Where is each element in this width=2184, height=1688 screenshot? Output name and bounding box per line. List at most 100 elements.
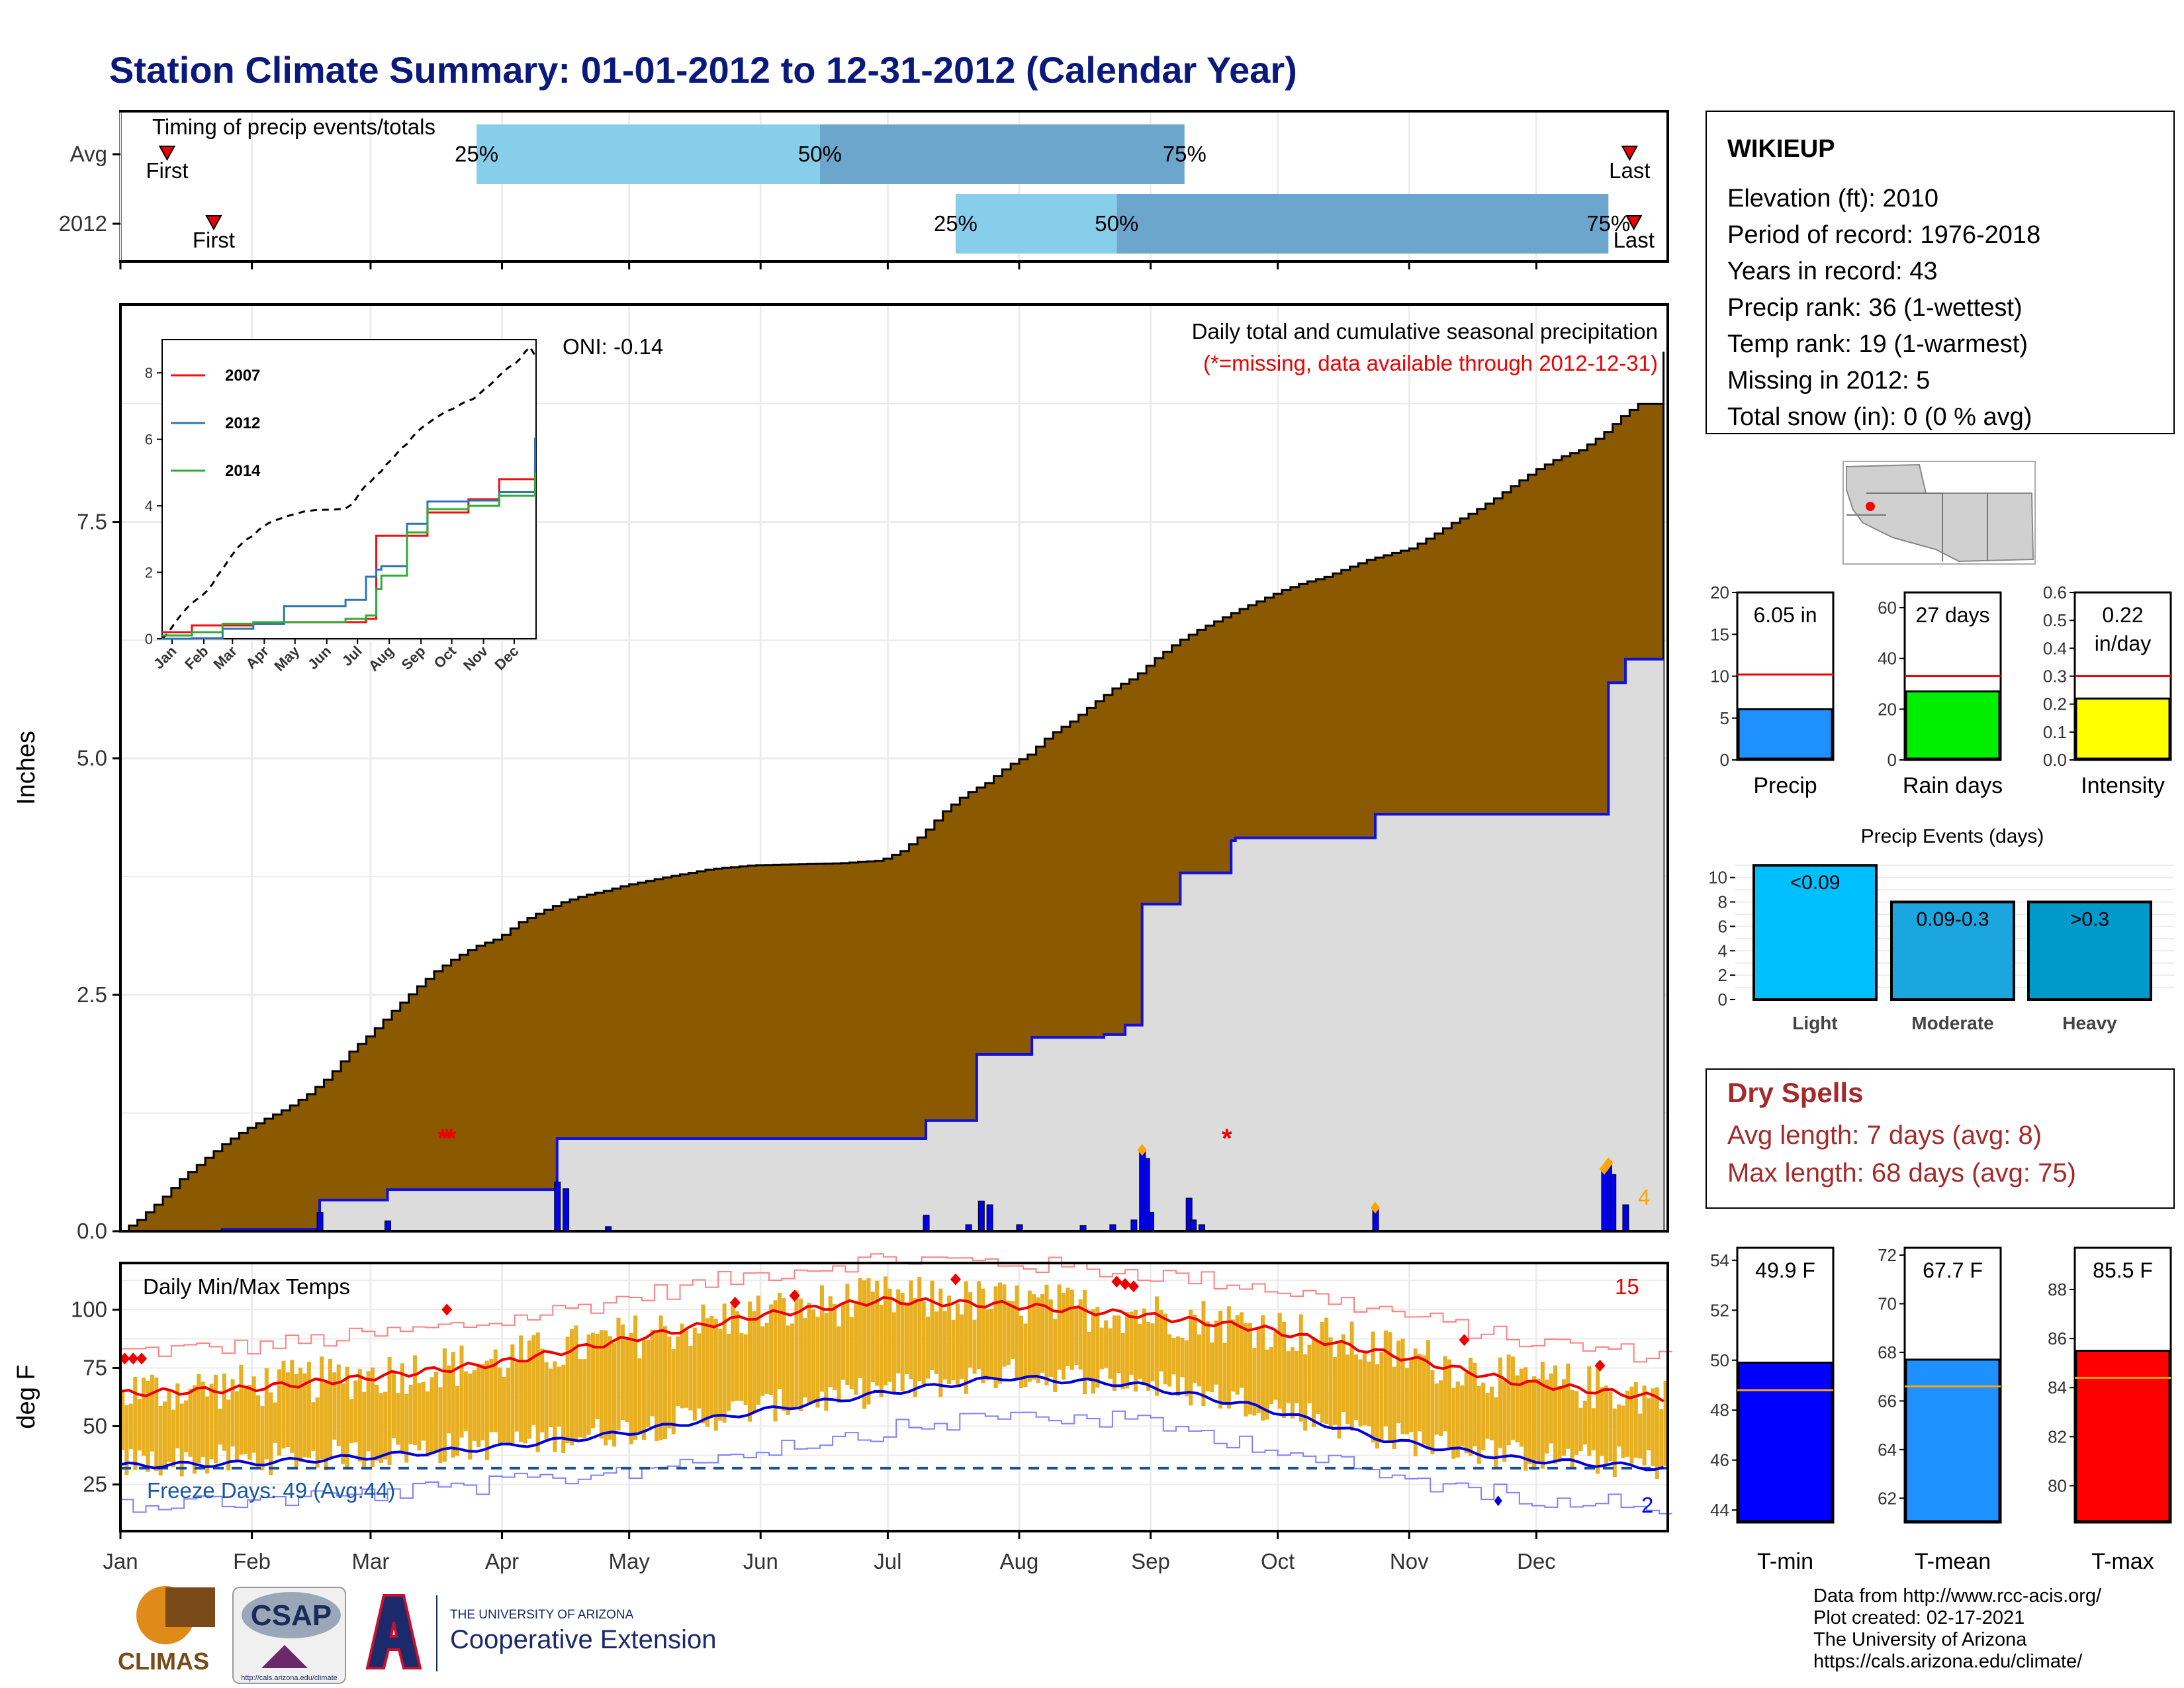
daily-temp-bar xyxy=(336,1364,341,1446)
daily-temp-bar xyxy=(1048,1299,1053,1378)
month-label: Dec xyxy=(1517,1549,1556,1573)
daily-temp-bar xyxy=(1638,1413,1643,1459)
mini-bar-tick-label: 0.1 xyxy=(2043,722,2067,742)
daily-temp-bar xyxy=(709,1315,714,1417)
events-y-tick-label: 0 xyxy=(1718,990,1727,1009)
freeze-days-label: Freeze Days: 49 (Avg:44) xyxy=(147,1478,395,1503)
daily-temp-bar xyxy=(192,1385,197,1474)
daily-temp-bar xyxy=(616,1317,621,1430)
daily-temp-bar xyxy=(540,1348,545,1432)
daily-temp-bar xyxy=(306,1362,311,1458)
daily-temp-bar xyxy=(226,1399,231,1471)
daily-temp-bar xyxy=(472,1370,477,1441)
daily-temp-bar xyxy=(887,1288,892,1382)
daily-temp-bar xyxy=(1473,1362,1477,1446)
locator-map xyxy=(1843,461,2036,565)
daily-temp-bar xyxy=(230,1379,235,1447)
temp-bar-tick-label: 46 xyxy=(1710,1450,1729,1470)
daily-temp-bar xyxy=(404,1393,409,1463)
daily-temp-bar xyxy=(1125,1312,1130,1389)
temp-bar-tick-label: 48 xyxy=(1710,1400,1729,1420)
daily-temp-bar xyxy=(1392,1366,1396,1450)
daily-temp-bar xyxy=(662,1326,667,1440)
daily-temp-bar xyxy=(302,1373,307,1458)
daily-temp-bar xyxy=(1116,1315,1121,1374)
daily-temp-bar xyxy=(383,1391,388,1460)
inset-y-tick-label: 2 xyxy=(145,565,153,581)
avg-min-line xyxy=(120,1374,1664,1472)
daily-temp-bar xyxy=(362,1391,367,1468)
timing-rows: Avg 25% 50% 75% First Last 2012 25% 50% 75% First L… xyxy=(59,142,1655,252)
daily-temp-bar xyxy=(1226,1306,1231,1409)
daily-temp-bar xyxy=(1019,1315,1024,1389)
daily-temp-bar xyxy=(366,1371,371,1452)
daily-temp-bar xyxy=(976,1281,981,1370)
daily-temp-bar xyxy=(1108,1328,1113,1379)
month-label: Aug xyxy=(1000,1549,1039,1573)
daily-temp-bar xyxy=(1422,1355,1426,1445)
daily-temp-bar xyxy=(777,1293,782,1389)
daily-temp-bar xyxy=(1545,1380,1549,1454)
daily-temp-bar xyxy=(769,1304,774,1395)
daily-temp-bar xyxy=(1087,1331,1091,1380)
month-label: Oct xyxy=(1261,1549,1295,1573)
daily-temp-bar xyxy=(1091,1309,1095,1394)
daily-temp-bar xyxy=(1413,1348,1418,1457)
timing-row-label: 2012 xyxy=(59,211,107,236)
precip-events-chart: Precip Events (days) 0 2 4 6 8 10 <0.09 Light 0.… xyxy=(1708,825,2174,1033)
precip-count-label: 4 xyxy=(1638,1185,1650,1209)
daily-temp-bar xyxy=(357,1369,362,1462)
station-info-line: Elevation (ft): 2010 xyxy=(1727,185,1938,212)
daily-temp-bar xyxy=(417,1383,422,1451)
daily-temp-bar xyxy=(1142,1308,1146,1383)
daily-temp-bar xyxy=(655,1331,659,1442)
timing-last-marker xyxy=(1621,146,1639,162)
daily-temp-bar xyxy=(1519,1368,1524,1447)
daily-temp-bar xyxy=(608,1336,612,1440)
temp-bar-tick-label: 88 xyxy=(2048,1280,2067,1299)
daily-temp-bar xyxy=(1032,1294,1036,1380)
daily-temp-bar xyxy=(942,1311,947,1380)
record-low-marker xyxy=(1494,1495,1502,1507)
daily-temp-bar xyxy=(1290,1347,1295,1419)
daily-temp-bar xyxy=(1587,1366,1592,1456)
month-label: Nov xyxy=(1390,1549,1429,1573)
daily-temp-bar xyxy=(688,1346,693,1411)
daily-temp-bar xyxy=(790,1323,795,1409)
daily-temp-bar xyxy=(726,1333,731,1411)
daily-temp-bar xyxy=(646,1339,651,1428)
temp-bar-tick-label: 66 xyxy=(1878,1391,1897,1411)
daily-temp-bar xyxy=(1430,1370,1435,1454)
record-high-marker xyxy=(950,1273,961,1286)
temp-bar-tick-label: 50 xyxy=(1710,1350,1729,1370)
daily-temp-bar xyxy=(1006,1300,1011,1366)
station-info-line: Missing in 2012: 5 xyxy=(1727,367,1930,395)
daily-temp-bar xyxy=(1265,1349,1269,1420)
mini-bar-tick-label: 0.6 xyxy=(2043,583,2067,602)
mini-bar-value xyxy=(2075,697,2171,760)
daily-temp-bar xyxy=(1439,1380,1443,1436)
daily-temp-bar xyxy=(197,1374,201,1464)
mini-bar-tick-label: 0.0 xyxy=(2043,750,2067,770)
daily-temp-bar xyxy=(862,1280,867,1409)
daily-temp-bar xyxy=(527,1340,532,1439)
daily-temp-bar xyxy=(1040,1294,1045,1373)
daily-temp-bar xyxy=(858,1278,862,1379)
daily-temp-bar xyxy=(819,1285,824,1392)
temp-bar-value-text: 85.5 F xyxy=(2093,1258,2153,1282)
daily-temp-bar xyxy=(311,1402,316,1451)
temp-bar-tick-label: 68 xyxy=(1878,1342,1897,1362)
mini-bar-tick-label: 0.4 xyxy=(2043,638,2067,658)
footer-line: https://cals.arizona.edu/climate/ xyxy=(1813,1651,2083,1672)
daily-temp-bar xyxy=(565,1336,570,1443)
daily-temp-bar xyxy=(167,1390,171,1462)
daily-temp-bar xyxy=(1175,1336,1181,1396)
daily-temp-bar xyxy=(1099,1327,1104,1370)
record-high-marker xyxy=(128,1352,139,1365)
daily-temp-bar xyxy=(1570,1389,1574,1470)
map-region xyxy=(1846,463,2034,563)
daily-temp-bar xyxy=(1532,1376,1537,1471)
daily-temp-bar xyxy=(866,1278,871,1405)
daily-temp-bar xyxy=(828,1296,833,1387)
temp-bar-value-text: 49.9 F xyxy=(1755,1258,1815,1282)
